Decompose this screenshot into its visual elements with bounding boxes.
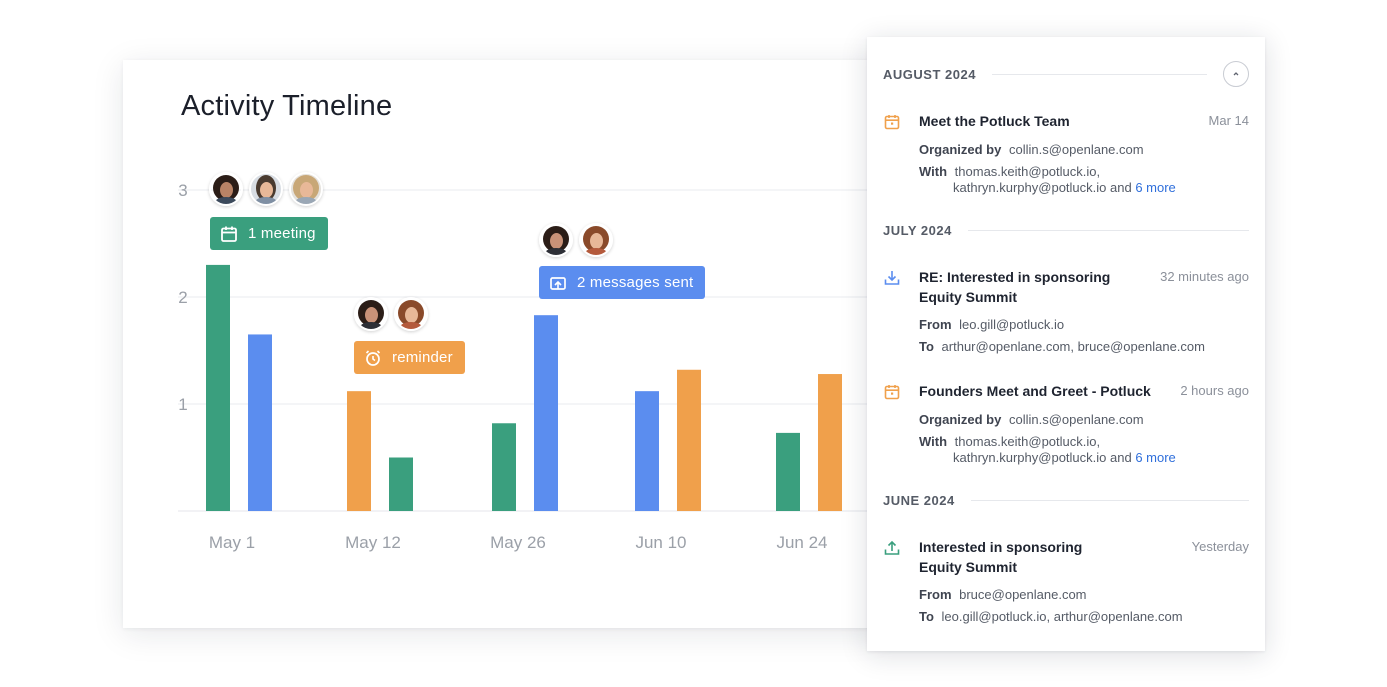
recipient-emails: leo.gill@potluck.io, arthur@openlane.com — [941, 609, 1183, 624]
meeting-badge-label: 1 meeting — [248, 225, 316, 242]
month-label: JULY 2024 — [883, 223, 952, 238]
x-tick-label: Jun 24 — [776, 533, 827, 552]
feed-item-time: Yesterday — [1191, 539, 1249, 554]
organizer-email: collin.s@openlane.com — [1008, 142, 1144, 157]
bar-green — [206, 264, 230, 511]
month-header-june: JUNE 2024 — [883, 493, 1249, 508]
with-row: With thomas.keith@potluck.io, kathryn.ku… — [919, 434, 1176, 466]
x-tick-label: May 26 — [490, 533, 546, 552]
y-tick-label: 3 — [178, 181, 187, 200]
outbox-upload-icon — [884, 540, 900, 555]
activity-feed-panel: AUGUST 2024 Meet the Potluck Team Mar 14… — [867, 37, 1265, 651]
feed-item-interested-sponsoring[interactable]: Interested in sponsoring Equity Summit Y… — [883, 537, 1249, 627]
feed-item-time: 32 minutes ago — [1160, 269, 1249, 284]
with-row: With thomas.keith@potluck.io, kathryn.ku… — [919, 164, 1176, 196]
bar-orange — [818, 374, 842, 511]
organized-by-row: Organized by collin.s@openlane.com — [919, 412, 1144, 428]
attendee-email: kathryn.kurphy@potluck.io and — [953, 180, 1132, 195]
month-divider — [970, 500, 1249, 501]
feed-item-founders-meet[interactable]: Founders Meet and Greet - Potluck 2 hour… — [883, 381, 1249, 471]
from-row: From bruce@openlane.com — [919, 587, 1087, 603]
bar-blue — [534, 315, 558, 511]
activity-chart: 1 2 3 May 1 May 12 May 26 Jun 10 Jun 24 — [178, 181, 883, 552]
bar-blue — [248, 334, 272, 511]
chevron-up-icon — [1233, 72, 1239, 76]
calendar-icon — [884, 385, 900, 400]
avatar[interactable] — [579, 223, 613, 257]
attendee-line-2: kathryn.kurphy@potluck.io and 6 more — [919, 450, 1176, 466]
inbox-download-icon — [884, 271, 900, 285]
month-label: AUGUST 2024 — [883, 66, 976, 82]
meta-key: To — [919, 609, 934, 624]
x-tick-label: May 12 — [345, 533, 401, 552]
avatar[interactable] — [539, 223, 573, 257]
avatar[interactable] — [354, 297, 388, 331]
feed-item-title[interactable]: Interested in sponsoring Equity Summit — [919, 539, 1083, 575]
feed-item-time: Mar 14 — [1208, 113, 1249, 128]
meta-key: With — [919, 434, 948, 449]
attendee-email: thomas.keith@potluck.io, — [954, 434, 1101, 449]
organizer-email: collin.s@openlane.com — [1008, 412, 1144, 427]
avatar-group-may-26[interactable] — [539, 223, 613, 257]
avatar[interactable] — [249, 172, 283, 206]
avatar[interactable] — [394, 297, 428, 331]
bar-green — [492, 423, 516, 511]
avatar[interactable] — [209, 172, 243, 206]
messages-badge[interactable]: 2 messages sent — [539, 266, 706, 299]
attendee-email: thomas.keith@potluck.io, — [954, 164, 1101, 179]
avatar-group-may-1[interactable] — [209, 172, 323, 206]
month-label: JUNE 2024 — [883, 493, 955, 508]
bar-green — [776, 432, 800, 511]
attendee-email: kathryn.kurphy@potluck.io and — [953, 450, 1132, 465]
calendar-icon — [884, 115, 900, 130]
calendar-icon — [221, 226, 237, 242]
meta-key: Organized by — [919, 142, 1002, 157]
alarm-clock-icon — [365, 349, 381, 366]
collapse-button[interactable] — [1223, 61, 1249, 87]
sender-email: leo.gill@potluck.io — [959, 317, 1065, 332]
feed-item-re-sponsoring[interactable]: RE: Interested in sponsoring Equity Summ… — [883, 267, 1249, 357]
y-tick-label: 1 — [178, 395, 187, 414]
meta-key: From — [919, 587, 952, 602]
feed-item-meet-potluck-team[interactable]: Meet the Potluck Team Mar 14 Organized b… — [883, 111, 1249, 201]
meta-key: With — [919, 164, 948, 179]
message-icon — [550, 276, 566, 290]
organized-by-row: Organized by collin.s@openlane.com — [919, 142, 1144, 158]
y-tick-label: 2 — [178, 288, 187, 307]
feed-item-title[interactable]: Meet the Potluck Team — [919, 113, 1070, 129]
messages-badge-label: 2 messages sent — [577, 274, 694, 291]
more-attendees-link[interactable]: 6 more — [1135, 450, 1176, 465]
from-row: From leo.gill@potluck.io — [919, 317, 1064, 333]
feed-item-title[interactable]: Founders Meet and Greet - Potluck — [919, 383, 1151, 399]
reminder-badge[interactable]: reminder — [354, 341, 465, 374]
bar-green — [389, 457, 413, 511]
avatar[interactable] — [289, 172, 323, 206]
month-divider — [991, 73, 1207, 75]
bar-blue — [635, 391, 659, 511]
feed-item-title[interactable]: RE: Interested in sponsoring Equity Summ… — [919, 269, 1111, 305]
meta-key: To — [919, 339, 934, 354]
recipient-emails: arthur@openlane.com, bruce@openlane.com — [941, 339, 1205, 354]
month-header-august: AUGUST 2024 — [883, 61, 1249, 87]
x-tick-label: May 1 — [209, 533, 255, 552]
meeting-badge[interactable]: 1 meeting — [210, 217, 328, 250]
feed-item-time: 2 hours ago — [1180, 383, 1249, 398]
avatar-group-may-12[interactable] — [354, 297, 428, 331]
meta-key: From — [919, 317, 952, 332]
to-row: To leo.gill@potluck.io, arthur@openlane.… — [919, 609, 1183, 625]
sender-email: bruce@openlane.com — [959, 587, 1087, 602]
reminder-badge-label: reminder — [392, 349, 453, 366]
attendee-line-2: kathryn.kurphy@potluck.io and 6 more — [919, 180, 1176, 196]
activity-timeline-card: Activity Timeline 1 2 3 May 1 May 12 May 26 Ju… — [123, 60, 883, 628]
to-row: To arthur@openlane.com, bruce@openlane.c… — [919, 339, 1205, 355]
bar-orange — [347, 391, 371, 511]
bar-orange — [677, 369, 701, 511]
month-header-july: JULY 2024 — [883, 223, 1249, 238]
x-tick-label: Jun 10 — [635, 533, 686, 552]
meta-key: Organized by — [919, 412, 1002, 427]
chart-title: Activity Timeline — [181, 90, 393, 122]
more-attendees-link[interactable]: 6 more — [1135, 180, 1176, 195]
month-divider — [967, 230, 1249, 231]
